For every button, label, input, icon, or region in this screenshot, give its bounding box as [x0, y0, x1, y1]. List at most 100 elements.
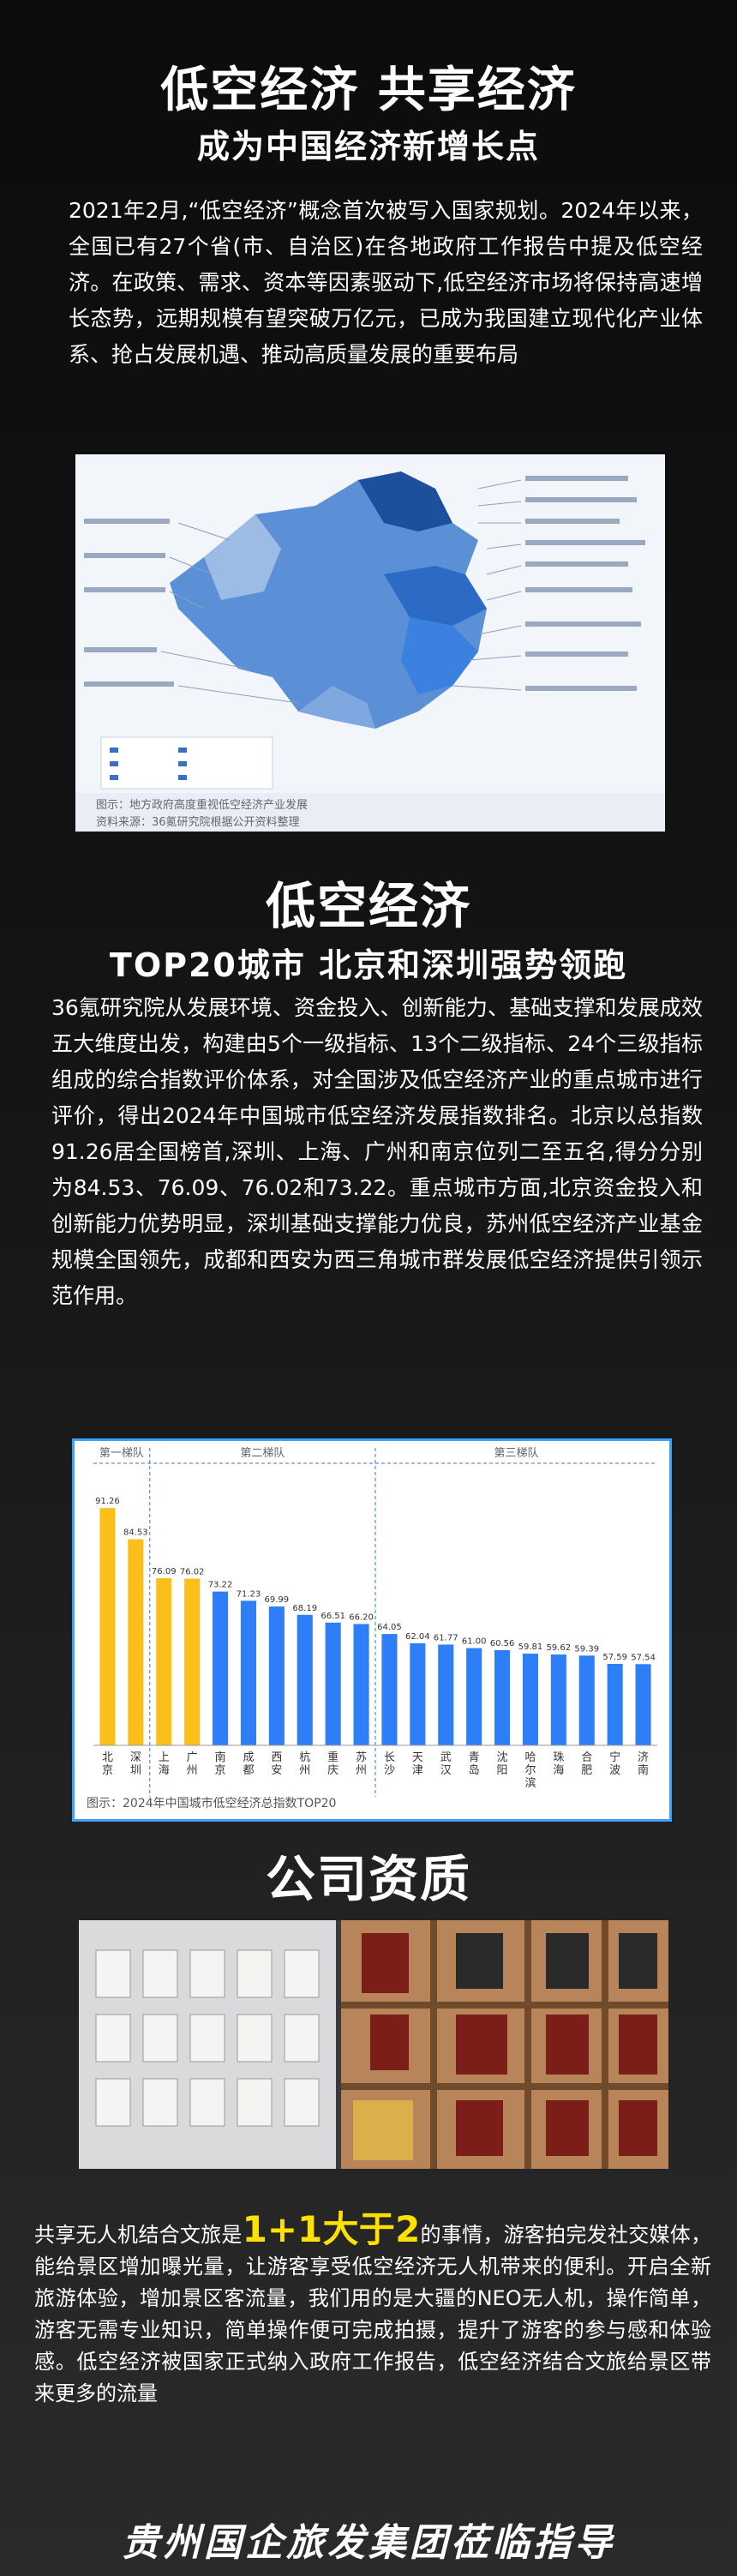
chart-category-label: 州: [299, 1764, 310, 1777]
section2-subtitle: TOP20城市 北京和深圳强势领跑: [109, 946, 628, 984]
chart-category-label: 岛: [469, 1763, 480, 1777]
chart-bar: [522, 1654, 538, 1745]
chart-value-label: 64.05: [377, 1623, 402, 1632]
chart-category-label: 重: [327, 1750, 339, 1764]
chart-bar: [438, 1644, 454, 1745]
chart-category-label: 珠: [553, 1751, 564, 1764]
chart-value-label: 71.23: [237, 1589, 261, 1599]
chart-category-label: 波: [609, 1764, 620, 1777]
chart-value-label: 66.51: [321, 1612, 345, 1621]
chart-bar: [607, 1664, 623, 1745]
chart-category-label: 济: [638, 1751, 649, 1764]
chart-category-label: 州: [356, 1764, 367, 1777]
chart-category-label: 沈: [497, 1751, 508, 1764]
map-caption: 图示：地方政府高度重视低空经济产业发展: [96, 799, 309, 812]
chart-category-label: 南: [215, 1750, 226, 1764]
map-source: 资料来源：36氪研究院根据公开资料整理: [96, 816, 300, 829]
certificates-photo: [79, 1920, 668, 2169]
chart-bar: [578, 1655, 595, 1745]
footer-banner: 贵州国企旅发集团莅临指导: [122, 2521, 615, 2565]
closing-paragraph: 共享无人机结合文旅是1+1大于2的事情，游客拍完发社交媒体，能给景区增加曝光量，…: [0, 2212, 737, 2410]
chart-category-label: 庆: [327, 1764, 339, 1777]
section2-title: 低空经济: [265, 877, 471, 935]
chart-category-label: 北: [102, 1751, 113, 1764]
chart-category-label: 滨: [524, 1776, 536, 1790]
chart-value-label: 61.00: [462, 1637, 487, 1647]
chart-bar: [381, 1634, 398, 1745]
chart-category-label: 西: [271, 1751, 282, 1764]
closing-rest: 的事情，游客拍完发社交媒体，能给景区增加曝光量，让游客享受低空经济无人机带来的便…: [34, 2223, 711, 2405]
chart-category-label: 广: [187, 1751, 198, 1764]
chart-value-label: 84.53: [123, 1528, 148, 1538]
chart-bar: [297, 1614, 313, 1745]
chart-value-label: 57.54: [631, 1653, 656, 1662]
chart-category-label: 汉: [440, 1764, 452, 1777]
chart-value-label: 57.59: [602, 1653, 627, 1662]
chart-value-label: 68.19: [292, 1604, 317, 1613]
section3-title: 公司资质: [265, 1850, 471, 1908]
chart-category-label: 尔: [524, 1764, 536, 1777]
chart-bar: [128, 1539, 144, 1745]
chart-bar: [240, 1600, 256, 1745]
chart-value-label: 76.02: [180, 1567, 205, 1576]
chart-category-label: 哈: [524, 1751, 536, 1764]
chart-category-label: 津: [412, 1764, 423, 1777]
chart-category-label: 京: [102, 1764, 113, 1777]
chart-bar: [410, 1642, 426, 1745]
chart-category-label: 阳: [497, 1764, 508, 1777]
top20-chart: 第一梯队 第二梯队 第三梯队 91.26 北京 84.53 深圳 76.09 上海 76.02 广州…: [72, 1438, 672, 1822]
chart-category-label: 上: [159, 1751, 170, 1764]
chart-category-label: 宁: [609, 1750, 620, 1764]
chart-category-label: 深: [130, 1751, 141, 1764]
closing-prefix: 共享无人机结合文旅是: [34, 2223, 243, 2247]
chart-group-label: 第三梯队: [494, 1447, 538, 1460]
chart-value-label: 69.99: [265, 1595, 290, 1605]
chart-category-label: 圳: [130, 1764, 141, 1777]
chart-value-label: 59.62: [547, 1643, 572, 1653]
page-title: 低空经济 共享经济: [160, 63, 577, 118]
chart-category-label: 长: [384, 1751, 395, 1764]
chart-category-label: 州: [187, 1764, 198, 1777]
chart-group-label: 第二梯队: [240, 1447, 285, 1460]
chart-category-label: 天: [412, 1751, 423, 1764]
chart-category-label: 苏: [356, 1750, 367, 1764]
intro-paragraph: 2021年2月,“低空经济”概念首次被写入国家规划。2024年以来，全国已有27…: [69, 198, 703, 367]
chart-category-label: 青: [469, 1751, 480, 1764]
chart-value-label: 61.77: [434, 1633, 458, 1642]
qualification-photos: [79, 1920, 668, 2169]
chart-category-label: 肥: [581, 1764, 592, 1777]
chart-category-label: 沙: [384, 1764, 395, 1777]
chart-bar: [156, 1578, 172, 1745]
chart-bar: [99, 1508, 116, 1745]
chart-value-label: 91.26: [95, 1497, 120, 1506]
chart-bar: [325, 1622, 341, 1745]
chart-bar: [268, 1606, 285, 1745]
chart-bar: [550, 1654, 566, 1745]
chart-category-label: 成: [243, 1751, 254, 1764]
policy-map-figure: 图示：地方政府高度重视低空经济产业发展 资料来源：36氪研究院根据公开资料整理: [75, 454, 665, 832]
chart-group-label: 第一梯队: [99, 1447, 144, 1460]
chart-category-label: 南: [638, 1763, 649, 1777]
chart-bar: [635, 1664, 651, 1745]
chart-bar: [494, 1649, 511, 1745]
bar-chart-svg: 第一梯队 第二梯队 第三梯队 91.26 北京 84.53 深圳 76.09 上海 76.02 广州…: [93, 1447, 657, 1797]
chart-value-label: 66.20: [349, 1613, 374, 1623]
chart-bar: [213, 1591, 229, 1745]
chart-value-label: 76.09: [152, 1567, 177, 1576]
chart-category-label: 海: [553, 1764, 564, 1777]
chart-category-label: 都: [243, 1764, 254, 1777]
chart-category-label: 武: [440, 1751, 452, 1764]
chart-value-label: 73.22: [208, 1581, 233, 1590]
closing-highlight: 1+1大于2: [242, 2208, 421, 2250]
chart-title: 图示：2024年中国城市低空经济总指数TOP20: [87, 1797, 337, 1810]
chart-bar: [466, 1648, 482, 1745]
chart-category-label: 京: [215, 1764, 226, 1777]
chart-value-label: 59.39: [574, 1644, 599, 1654]
chart-category-label: 安: [271, 1764, 282, 1777]
china-map-image: [75, 454, 665, 832]
chart-value-label: 60.56: [490, 1639, 515, 1648]
chart-bar: [184, 1578, 201, 1745]
chart-category-label: 杭: [299, 1751, 310, 1764]
chart-value-label: 62.04: [405, 1632, 430, 1642]
